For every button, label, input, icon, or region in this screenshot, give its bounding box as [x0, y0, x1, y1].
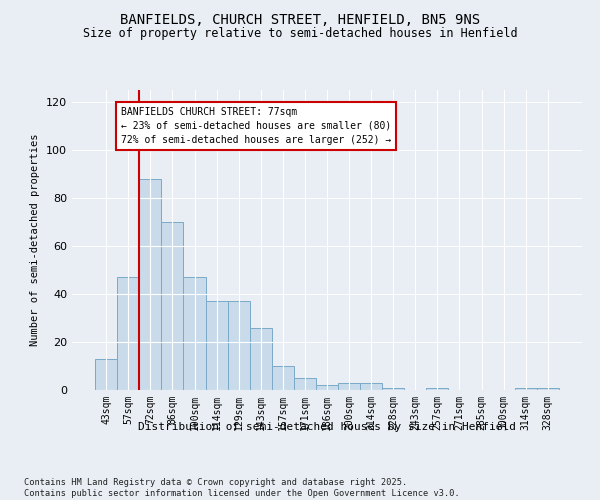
- Bar: [161, 222, 184, 390]
- Text: BANFIELDS, CHURCH STREET, HENFIELD, BN5 9NS: BANFIELDS, CHURCH STREET, HENFIELD, BN5 …: [120, 12, 480, 26]
- Bar: [360, 383, 382, 390]
- Bar: [515, 388, 537, 390]
- Bar: [427, 388, 448, 390]
- Bar: [338, 383, 360, 390]
- Text: Contains HM Land Registry data © Crown copyright and database right 2025.
Contai: Contains HM Land Registry data © Crown c…: [24, 478, 460, 498]
- Bar: [227, 301, 250, 390]
- Bar: [316, 385, 338, 390]
- Bar: [117, 277, 139, 390]
- Text: Size of property relative to semi-detached houses in Henfield: Size of property relative to semi-detach…: [83, 28, 517, 40]
- Bar: [537, 388, 559, 390]
- Bar: [382, 388, 404, 390]
- Y-axis label: Number of semi-detached properties: Number of semi-detached properties: [31, 134, 40, 346]
- Bar: [250, 328, 272, 390]
- Text: BANFIELDS CHURCH STREET: 77sqm
← 23% of semi-detached houses are smaller (80)
72: BANFIELDS CHURCH STREET: 77sqm ← 23% of …: [121, 107, 391, 145]
- Text: Distribution of semi-detached houses by size in Henfield: Distribution of semi-detached houses by …: [138, 422, 516, 432]
- Bar: [95, 359, 117, 390]
- Bar: [294, 378, 316, 390]
- Bar: [206, 301, 227, 390]
- Bar: [184, 277, 206, 390]
- Bar: [139, 179, 161, 390]
- Bar: [272, 366, 294, 390]
